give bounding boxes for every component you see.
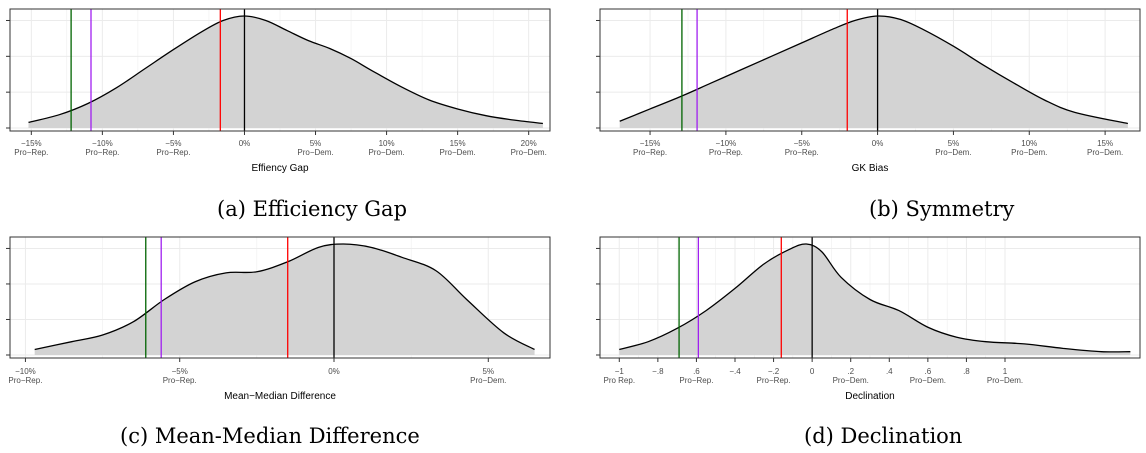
x-tick-label: 5% bbox=[310, 139, 322, 148]
x-tick-label: −5% bbox=[165, 139, 181, 148]
x-tick-label: .6 bbox=[693, 367, 700, 376]
x-tick-sublabel: Pro−Dem. bbox=[833, 376, 869, 385]
x-tick-label: −5% bbox=[172, 367, 188, 376]
x-tick-label: 10% bbox=[379, 139, 395, 148]
x-tick-label: 15% bbox=[1097, 139, 1113, 148]
x-tick-label: 1 bbox=[1003, 367, 1008, 376]
x-axis-label: Mean−Median Difference bbox=[224, 391, 336, 402]
x-tick-sublabel: Pro−Rep. bbox=[709, 148, 743, 157]
x-tick-sublabel: Pro−Dem. bbox=[297, 148, 333, 157]
x-tick-label: .6 bbox=[925, 367, 932, 376]
x-tick-label: −.8 bbox=[652, 367, 664, 376]
x-tick-sublabel: Pro−Rep. bbox=[14, 148, 48, 157]
x-tick-label: .4 bbox=[886, 367, 893, 376]
x-tick-label: −.2 bbox=[768, 367, 780, 376]
chart-panel: −15%Pro−Rep.−10%Pro−Rep.−5%Pro−Rep.0% 5%P… bbox=[6, 8, 551, 221]
x-tick-sublabel: Pro−Rep. bbox=[633, 148, 667, 157]
subfigure-caption: (b) Symmetry bbox=[869, 197, 1014, 221]
x-tick-sublabel: Pro−Dem. bbox=[368, 148, 404, 157]
x-tick-label: 10% bbox=[1021, 139, 1037, 148]
x-tick-label: 5% bbox=[483, 367, 495, 376]
x-tick-label: −15% bbox=[21, 139, 42, 148]
x-tick-label: .2 bbox=[847, 367, 854, 376]
x-axis-label: Effiency Gap bbox=[251, 163, 309, 174]
x-tick-label: 0% bbox=[239, 139, 251, 148]
subfigure-caption: (a) Efficiency Gap bbox=[217, 197, 407, 221]
density-curve bbox=[28, 15, 543, 125]
x-axis-label: GK Bias bbox=[852, 163, 889, 174]
x-tick-sublabel: Pro−Rep. bbox=[8, 376, 42, 385]
x-tick-sublabel: Pro−Rep. bbox=[757, 376, 791, 385]
x-tick-label: −10% bbox=[15, 367, 36, 376]
x-tick-sublabel: Pro−Dem. bbox=[987, 376, 1023, 385]
chart-panel: −10%Pro−Rep.−5%Pro−Rep.0% 5%Pro−Dem.Mean−… bbox=[6, 236, 551, 448]
x-tick-sublabel: Pro−Dem. bbox=[910, 376, 946, 385]
x-tick-sublabel: Pro−Rep. bbox=[85, 148, 119, 157]
x-tick-sublabel: Pro−Dem. bbox=[1087, 148, 1123, 157]
x-tick-sublabel: Pro−Rep. bbox=[785, 148, 819, 157]
x-tick-sublabel: Pro−Dem. bbox=[1011, 148, 1047, 157]
density-area bbox=[619, 15, 1128, 128]
density-curve bbox=[619, 243, 1131, 353]
x-tick-label: 5% bbox=[948, 139, 960, 148]
x-tick-label: −15% bbox=[640, 139, 661, 148]
x-tick-label: 0 bbox=[810, 367, 815, 376]
x-tick-sublabel: Pro−Dem. bbox=[511, 148, 547, 157]
x-tick-label: 20% bbox=[521, 139, 537, 148]
x-tick-sublabel: Pro−Dem. bbox=[935, 148, 971, 157]
plot-frame bbox=[599, 8, 1141, 132]
x-tick-label: 0% bbox=[328, 367, 340, 376]
plot-frame bbox=[9, 236, 551, 359]
x-tick-label: 0% bbox=[872, 139, 884, 148]
x-axis-label: Declination bbox=[845, 391, 894, 402]
subfigure-caption: (c) Mean-Median Difference bbox=[120, 424, 420, 448]
x-tick-sublabel: Pro−Dem. bbox=[440, 148, 476, 157]
x-tick-sublabel: Pro−Dem. bbox=[470, 376, 506, 385]
x-tick-sublabel: Pro Rep. bbox=[603, 376, 635, 385]
plot-frame bbox=[9, 8, 551, 132]
density-curve bbox=[619, 15, 1129, 125]
density-area bbox=[34, 244, 535, 355]
x-tick-label: .8 bbox=[963, 367, 970, 376]
x-tick-label: −5% bbox=[794, 139, 810, 148]
x-tick-label: 15% bbox=[450, 139, 466, 148]
subfigure-caption: (d) Declination bbox=[804, 424, 962, 448]
x-tick-label: −10% bbox=[716, 139, 737, 148]
chart-panel: −15%Pro−Rep.−10%Pro−Rep.−5%Pro−Rep.0% 5%P… bbox=[596, 8, 1141, 221]
density-area bbox=[619, 243, 1131, 355]
x-tick-label: −.4 bbox=[729, 367, 741, 376]
x-tick-sublabel: Pro−Rep. bbox=[156, 148, 190, 157]
x-tick-label: −1 bbox=[615, 367, 625, 376]
x-tick-label: −10% bbox=[92, 139, 113, 148]
plot-frame bbox=[599, 236, 1141, 359]
x-tick-sublabel: Pro−Rep. bbox=[163, 376, 197, 385]
density-area bbox=[28, 16, 543, 128]
x-tick-sublabel: Pro−Rep. bbox=[679, 376, 713, 385]
